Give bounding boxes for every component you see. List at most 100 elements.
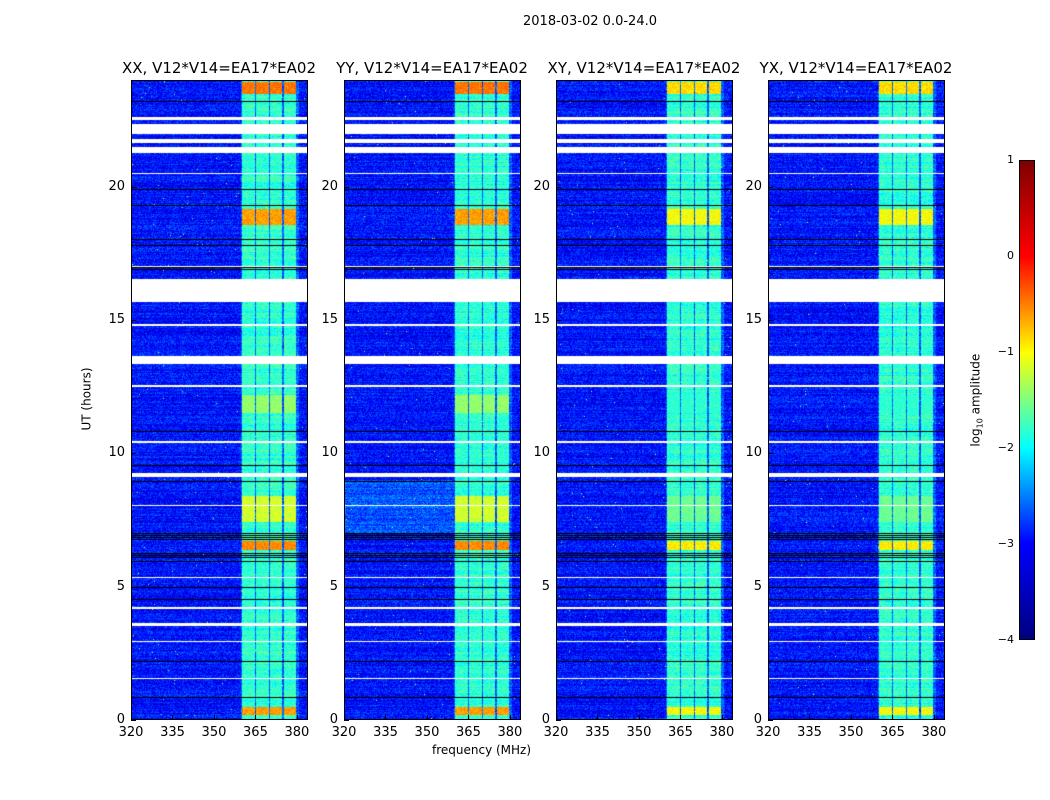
x-tick-label: 365 [668,725,693,740]
colorbar-tick-label: −1 [997,345,1014,358]
figure-title: 2018-03-02 0.0-24.0 [523,14,657,29]
x-tick-mark [172,715,174,720]
x-tick-mark [131,715,132,720]
x-tick-mark [809,715,811,720]
x-tick-label: 350 [626,725,652,740]
x-tick-mark [213,715,215,720]
spectrogram-heatmap [769,81,944,719]
x-tick-label: 350 [201,725,227,740]
x-tick-label: 365 [243,725,268,740]
x-tick-mark [768,715,769,720]
y-tick-label: 5 [116,578,125,594]
colorbar-label-sub: 10 [975,418,985,429]
colorbar [1019,160,1035,640]
y-tick-mark [768,186,773,188]
y-tick-mark [768,453,773,455]
y-tick-mark [344,186,349,188]
x-tick-mark [892,715,894,720]
spectrogram-panel [131,80,308,720]
spectrogram-heatmap [132,81,307,719]
panel-title: XX, V12*V14=EA17*EA02 [121,59,316,77]
y-tick-mark [131,453,136,455]
y-tick-label: 0 [541,712,550,727]
y-tick-label: 10 [321,445,338,461]
y-tick-mark [556,320,561,321]
colorbar-tick-label: 1 [1007,153,1014,166]
x-tick-label: 335 [585,725,610,740]
x-tick-label: 335 [373,725,398,740]
y-tick-label: 15 [321,312,338,327]
colorbar-label: log10 amplitude [968,354,984,447]
colorbar-tick-label: 0 [1007,249,1014,262]
y-tick-mark [131,720,136,721]
spectrogram-panel [768,80,945,720]
x-tick-label: 380 [709,725,735,740]
panel-title: XY, V12*V14=EA17*EA02 [547,59,741,77]
y-tick-label: 15 [533,312,550,327]
x-tick-label: 320 [118,725,144,740]
x-tick-mark [721,715,723,720]
x-tick-mark [468,715,470,720]
y-tick-label: 20 [108,178,125,194]
y-tick-mark [131,320,136,321]
y-tick-label: 20 [745,178,762,194]
y-tick-mark [556,586,561,588]
colorbar-tick-label: −4 [997,633,1014,646]
y-tick-label: 10 [533,445,550,461]
y-tick-label: 0 [116,712,125,727]
y-tick-mark [556,453,561,455]
x-tick-mark [426,715,428,720]
y-tick-mark [344,453,349,455]
x-tick-label: 320 [755,725,781,740]
y-tick-mark [344,320,349,321]
y-tick-mark [556,720,561,721]
x-tick-mark [296,715,298,720]
x-tick-label: 350 [414,725,440,740]
x-tick-mark [597,715,599,720]
panel-title: YY, V12*V14=EA17*EA02 [336,59,528,77]
colorbar-label-rest: amplitude [968,353,983,419]
y-tick-label: 0 [753,712,762,727]
y-tick-mark [768,720,773,721]
x-tick-label: 320 [543,725,569,740]
y-tick-label: 0 [329,712,338,727]
x-tick-mark [255,715,257,720]
x-tick-label: 320 [331,725,357,740]
y-tick-label: 10 [108,445,125,461]
x-tick-mark [933,715,935,720]
x-tick-mark [556,715,557,720]
y-tick-label: 5 [753,578,762,594]
x-tick-mark [509,715,511,720]
x-tick-label: 380 [497,725,523,740]
y-tick-label: 10 [745,445,762,461]
x-axis-label: frequency (MHz) [432,743,532,757]
y-tick-label: 20 [533,178,550,194]
x-tick-label: 380 [921,725,947,740]
y-tick-label: 5 [541,578,550,594]
colorbar-tick-label: −3 [997,537,1014,550]
y-tick-label: 15 [108,312,125,327]
x-tick-label: 335 [160,725,185,740]
colorbar-tick-label: −2 [997,441,1014,454]
y-tick-label: 5 [329,578,338,594]
y-tick-label: 20 [321,178,338,194]
y-axis-label: UT (hours) [79,367,94,431]
x-tick-mark [638,715,640,720]
spectrogram-panel [556,80,733,720]
x-tick-label: 380 [284,725,310,740]
y-tick-mark [768,320,773,321]
x-tick-mark [850,715,852,720]
y-tick-mark [768,586,773,588]
spectrogram-heatmap [345,81,520,719]
x-tick-mark [344,715,345,720]
spectrogram-heatmap [557,81,732,719]
x-tick-mark [680,715,682,720]
y-tick-mark [131,186,136,188]
x-tick-label: 335 [797,725,822,740]
colorbar-label-log: log [968,428,983,447]
y-tick-label: 15 [745,312,762,327]
y-tick-mark [344,720,349,721]
y-tick-mark [556,186,561,188]
x-tick-label: 365 [456,725,481,740]
